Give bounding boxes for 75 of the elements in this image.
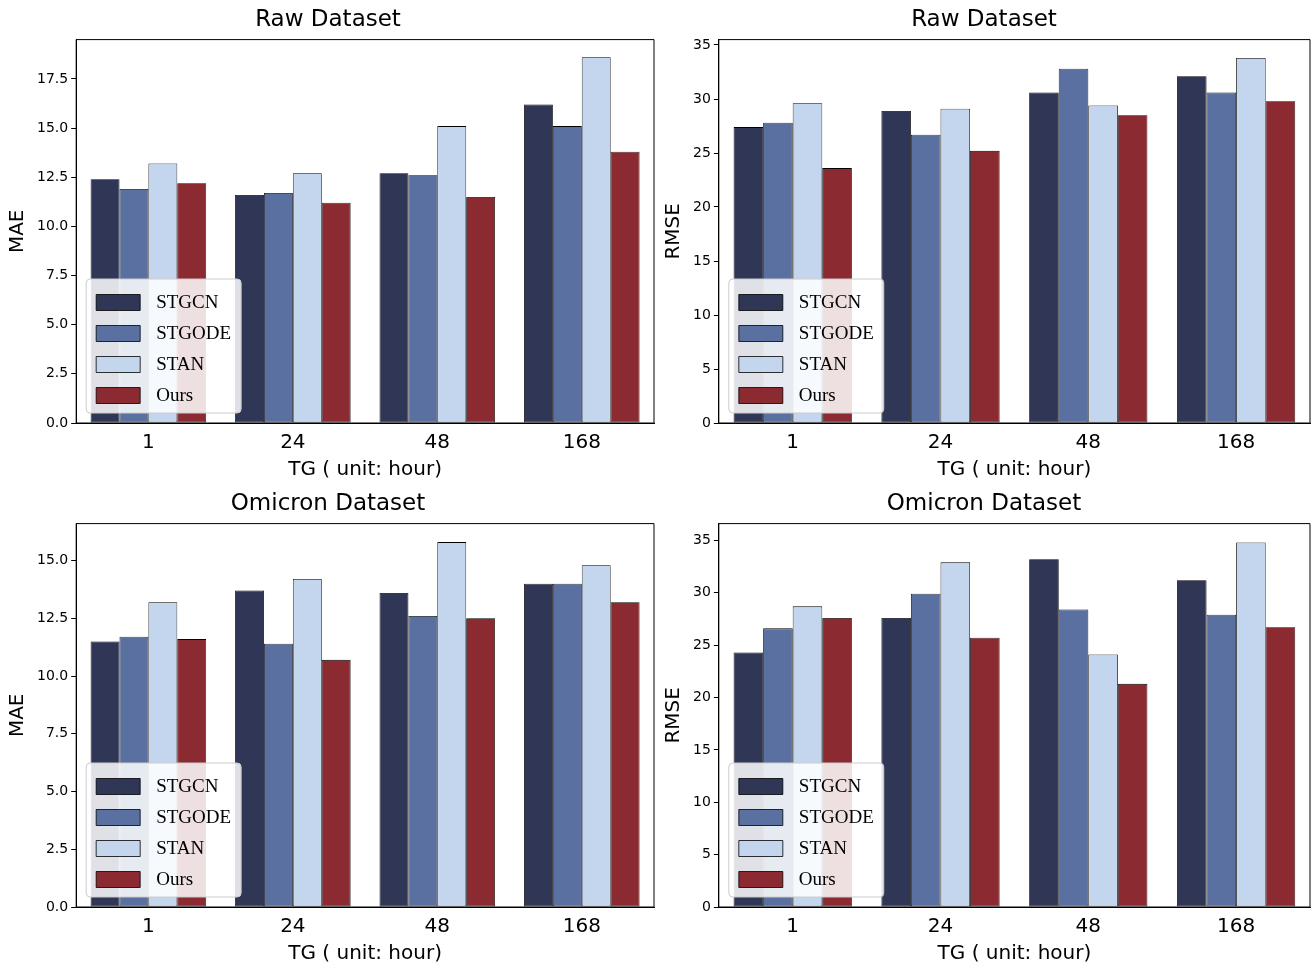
- x-axis-title: TG ( unit: hour): [287, 940, 442, 965]
- x-tick-label: 168: [1217, 913, 1256, 938]
- y-tick-label: 10: [692, 792, 711, 809]
- legend-label: Ours: [156, 868, 194, 890]
- y-tick-label: 10.0: [37, 666, 69, 683]
- y-tick-label: 7.5: [45, 724, 69, 741]
- y-tick-label: 15: [692, 740, 711, 757]
- legend-label: STGCN: [798, 775, 862, 797]
- y-tick-label: 12.5: [37, 167, 69, 184]
- y-tick-label: 0.0: [45, 897, 69, 914]
- y-tick-label: 20: [692, 688, 711, 705]
- legend-label: Ours: [798, 868, 836, 890]
- x-tick-label: 48: [424, 429, 451, 454]
- y-axis-title: MAE: [4, 209, 29, 254]
- x-tick-label: 1: [786, 913, 800, 938]
- y-tick-label: 10.0: [37, 217, 69, 234]
- legend-label: STAN: [798, 837, 848, 859]
- x-tick-label: 24: [927, 429, 954, 454]
- y-tick-label: 25: [692, 635, 711, 652]
- legend-label: STGCN: [798, 291, 862, 313]
- legend-label: STAN: [156, 353, 205, 375]
- x-tick-label: 48: [1075, 429, 1102, 454]
- legend-label: Ours: [156, 384, 194, 406]
- y-tick-label: 5: [701, 359, 711, 376]
- x-tick-label: 1: [786, 429, 800, 454]
- y-tick-label: 5.0: [45, 315, 69, 332]
- y-tick-label: 0: [701, 897, 711, 914]
- y-tick-label: 15: [692, 251, 711, 268]
- chart-title: Omicron Dataset: [886, 488, 1082, 515]
- x-tick-label: 168: [562, 913, 601, 938]
- y-tick-label: 35: [692, 531, 711, 547]
- y-tick-label: 17.5: [37, 69, 69, 86]
- y-tick-label: 2.5: [45, 364, 69, 381]
- x-tick-label: 1: [142, 913, 155, 938]
- legend-label: STGODE: [798, 806, 874, 828]
- y-tick-label: 15.0: [37, 551, 69, 568]
- y-tick-label: 7.5: [45, 266, 69, 283]
- x-axis-title: TG ( unit: hour): [936, 940, 1092, 965]
- y-tick-label: 25: [692, 143, 711, 160]
- x-tick-label: 168: [562, 429, 601, 454]
- legend-label: STGODE: [156, 806, 232, 828]
- legend-label: STAN: [798, 353, 848, 375]
- chart-title: Raw Dataset: [255, 4, 401, 31]
- y-tick-label: 35: [692, 35, 711, 52]
- y-tick-label: 12.5: [37, 608, 69, 625]
- legend-label: STAN: [156, 837, 205, 859]
- y-axis-title: RMSE: [660, 687, 685, 744]
- legend-label: STGCN: [156, 775, 219, 797]
- legend-label: STGODE: [156, 322, 232, 344]
- x-tick-label: 1: [142, 429, 155, 454]
- y-tick-label: 20: [692, 197, 711, 214]
- x-tick-label: 24: [280, 429, 306, 454]
- x-axis-title: TG ( unit: hour): [287, 456, 442, 481]
- x-axis-title: TG ( unit: hour): [936, 456, 1092, 481]
- y-tick-label: 0.0: [45, 413, 69, 430]
- x-tick-label: 48: [424, 913, 451, 938]
- legend-label: STGCN: [156, 291, 219, 313]
- y-tick-label: 15.0: [37, 118, 69, 135]
- y-tick-label: 30: [692, 583, 711, 600]
- x-tick-label: 168: [1217, 429, 1256, 454]
- y-tick-label: 2.5: [45, 839, 69, 856]
- y-tick-label: 30: [692, 89, 711, 106]
- y-tick-label: 5.0: [45, 782, 69, 799]
- legend-label: STGODE: [798, 322, 874, 344]
- y-tick-label: 10: [692, 305, 711, 322]
- y-axis-title: RMSE: [660, 203, 685, 260]
- legend-label: Ours: [798, 384, 836, 406]
- y-tick-label: 5: [701, 845, 711, 862]
- y-axis-title: MAE: [4, 693, 29, 738]
- x-tick-label: 24: [927, 913, 954, 938]
- x-tick-label: 48: [1075, 913, 1102, 938]
- y-tick-label: 0: [701, 413, 711, 430]
- chart-title: Omicron Dataset: [230, 488, 426, 515]
- x-tick-label: 24: [280, 913, 306, 938]
- chart-title: Raw Dataset: [911, 4, 1057, 31]
